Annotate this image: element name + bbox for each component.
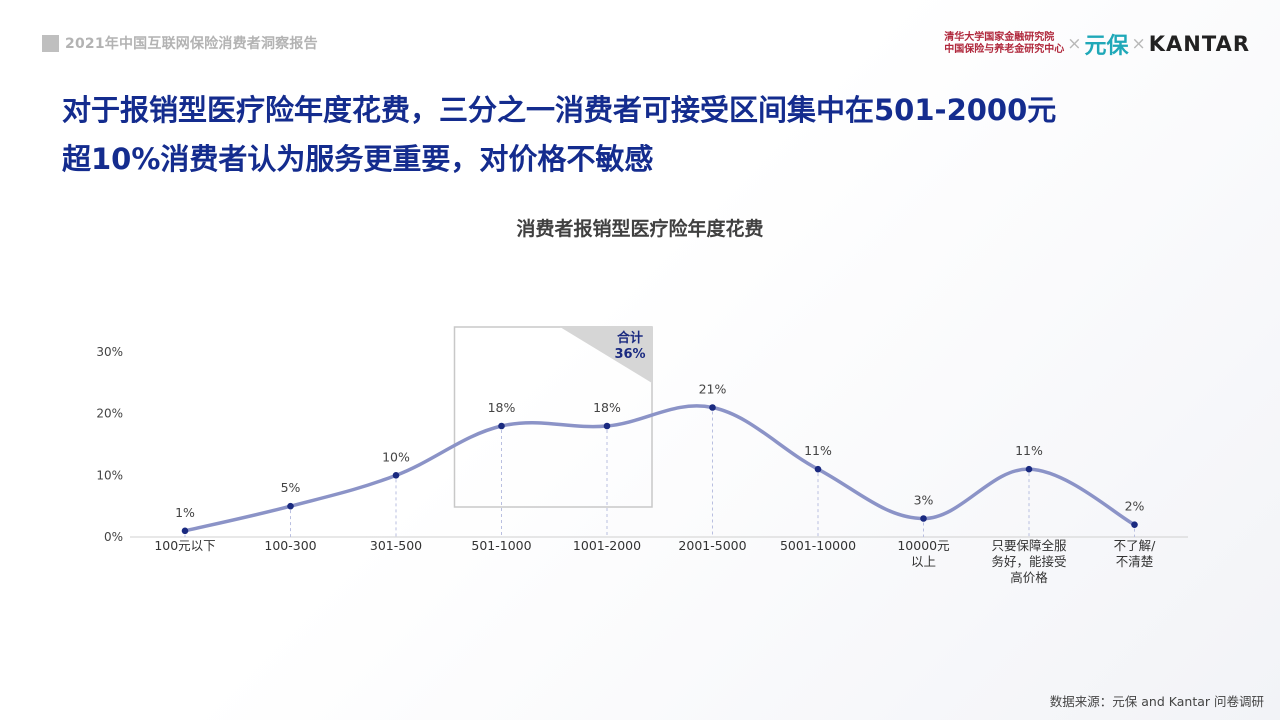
kantar-logo: KANTAR — [1148, 32, 1250, 56]
data-point — [814, 465, 822, 473]
x-tick-label: 以上 — [911, 554, 936, 569]
report-title: 2021年中国互联网保险消费者洞察报告 — [65, 36, 318, 52]
tsinghua-logo-line2: 中国保险与养老金研究中心 — [944, 44, 1065, 55]
data-point — [498, 422, 505, 430]
tsinghua-logo-line1: 清华大学国家金融研究院 — [944, 32, 1055, 43]
data-point — [603, 422, 611, 430]
partner-logos: 清华大学国家金融研究院 中国保险与养老金研究中心 × 元保 × KANTAR — [944, 28, 1250, 60]
annotation-box — [453, 326, 653, 508]
y-tick-label: 30% — [96, 345, 123, 359]
series-line — [183, 404, 1137, 533]
data-point — [1131, 521, 1138, 528]
y-tick-label: 20% — [96, 407, 123, 421]
x-tick-label: 2001-5000 — [678, 538, 746, 553]
yuanbao-logo: 元保 — [1084, 34, 1129, 59]
data-label: 18% — [488, 400, 516, 415]
data-label: 10% — [382, 449, 410, 464]
x-tick-label: 1001-2000 — [573, 538, 641, 553]
x-tick-label: 100-300 — [264, 538, 316, 553]
annotation-corner — [560, 327, 652, 383]
x-tick-label: 不了解/ — [1114, 538, 1157, 553]
x-tick-label: 高价格 — [1010, 570, 1048, 585]
y-tick-label: 0% — [104, 530, 123, 544]
y-tick-label: 10% — [96, 468, 123, 482]
data-label: 1% — [175, 505, 195, 520]
data-point — [181, 527, 189, 535]
data-point — [392, 472, 400, 479]
x-tick-label: 501-1000 — [471, 538, 531, 553]
x-tick-label: 不清楚 — [1116, 554, 1154, 569]
page-headline: 对于报销型医疗险年度花费，三分之一消费者可接受区间集中在501-2000元 超1… — [62, 86, 1056, 184]
tsinghua-logo: 清华大学国家金融研究院 中国保险与养老金研究中心 — [944, 32, 1064, 56]
x-tick-label: 5001-10000 — [780, 538, 856, 553]
x-tick-label: 只要保障全服 — [991, 538, 1067, 553]
data-label: 5% — [281, 480, 301, 495]
logo-separator: × — [1131, 34, 1146, 54]
annotation-value: 36% — [614, 347, 645, 362]
data-point — [1025, 465, 1033, 473]
headline-line1: 对于报销型医疗险年度花费，三分之一消费者可接受区间集中在501-2000元 — [62, 93, 1057, 127]
x-tick-label: 10000元 — [897, 538, 949, 553]
data-label: 18% — [593, 400, 621, 415]
header-square-icon — [42, 34, 59, 52]
data-label: 21% — [699, 382, 727, 397]
data-point — [920, 515, 927, 522]
data-label: 11% — [1015, 443, 1043, 458]
x-tick-label: 务好，能接受 — [991, 554, 1066, 569]
report-header: 2021年中国互联网保险消费者洞察报告 — [42, 33, 318, 53]
headline-line2: 超10%消费者认为服务更重要，对价格不敏感 — [62, 142, 654, 176]
logo-separator: × — [1067, 34, 1082, 54]
x-tick-label: 100元以下 — [154, 538, 215, 553]
data-point — [287, 502, 294, 510]
data-label: 2% — [1125, 499, 1145, 514]
chart-title: 消费者报销型医疗险年度花费 — [516, 218, 764, 240]
data-label: 3% — [914, 493, 934, 508]
data-source: 数据来源：元保 and Kantar 问卷调研 — [1049, 694, 1264, 709]
annotation-label: 合计 — [617, 330, 643, 346]
data-label: 11% — [804, 443, 832, 458]
x-tick-label: 301-500 — [370, 538, 422, 553]
data-point — [709, 404, 716, 411]
